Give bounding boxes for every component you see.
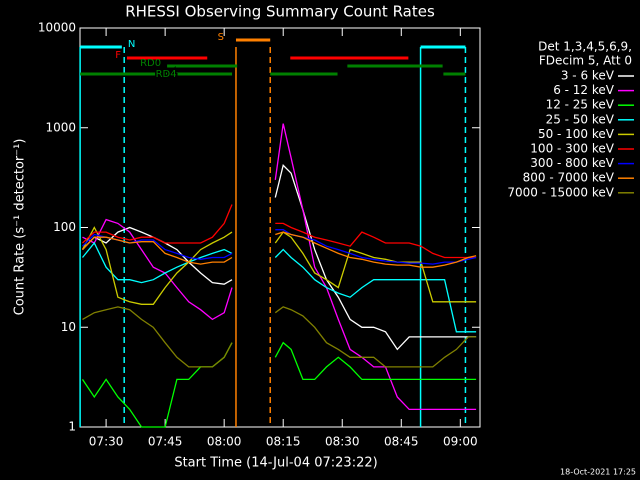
legend-label: 800 - 7000 keV — [523, 171, 615, 185]
legend-label: 3 - 6 keV — [561, 69, 615, 83]
legend-header: Det 1,3,4,5,6,9, — [538, 40, 632, 54]
flag-label: F — [115, 50, 121, 61]
x-tick-label: 09:00 — [443, 435, 478, 449]
flag-label: RD4 — [156, 69, 177, 80]
series-line — [82, 204, 477, 259]
y-tick-label: 1 — [68, 420, 76, 434]
legend-header: FDecim 5, Att 0 — [539, 54, 632, 68]
flag-label: RD0 — [140, 58, 161, 69]
series-line — [81, 341, 477, 428]
x-tick-label: 07:30 — [89, 435, 124, 449]
series-line — [82, 306, 477, 368]
series-line — [82, 164, 477, 351]
x-tick-label: 08:15 — [266, 435, 301, 449]
flag-label: S — [218, 32, 224, 43]
x-tick-label: 08:00 — [207, 435, 242, 449]
x-tick-label: 08:30 — [325, 435, 360, 449]
legend-label: 50 - 100 keV — [538, 127, 615, 141]
flag-label: N — [128, 39, 135, 50]
series-line — [81, 241, 477, 333]
x-axis-label: Start Time (14-Jul-04 07:23:22) — [174, 456, 377, 471]
series-line — [81, 226, 477, 305]
y-tick-label: 100 — [53, 220, 76, 234]
x-tick-label: 07:45 — [148, 435, 183, 449]
x-tick-label: 08:45 — [384, 435, 419, 449]
series-line — [82, 123, 477, 411]
legend-label: 7000 - 15000 keV — [507, 185, 614, 199]
y-tick-label: 1000 — [45, 120, 76, 134]
legend-label: 6 - 12 keV — [553, 83, 615, 97]
legend-label: 25 - 50 keV — [546, 112, 615, 126]
series-line — [82, 229, 477, 265]
legend-label: 100 - 300 keV — [530, 142, 614, 156]
series-line — [82, 231, 477, 268]
y-axis-label: Count Rate (s⁻¹ detector⁻¹) — [13, 139, 28, 316]
footer: 18-Oct-2021 17:25 — [560, 468, 636, 477]
legend-label: 300 - 800 keV — [530, 156, 614, 170]
legend-label: 12 - 25 keV — [546, 98, 615, 112]
y-tick-label: 10000 — [38, 21, 76, 35]
chart-title: RHESSI Observing Summary Count Rates — [125, 3, 435, 21]
y-tick-label: 10 — [61, 320, 76, 334]
